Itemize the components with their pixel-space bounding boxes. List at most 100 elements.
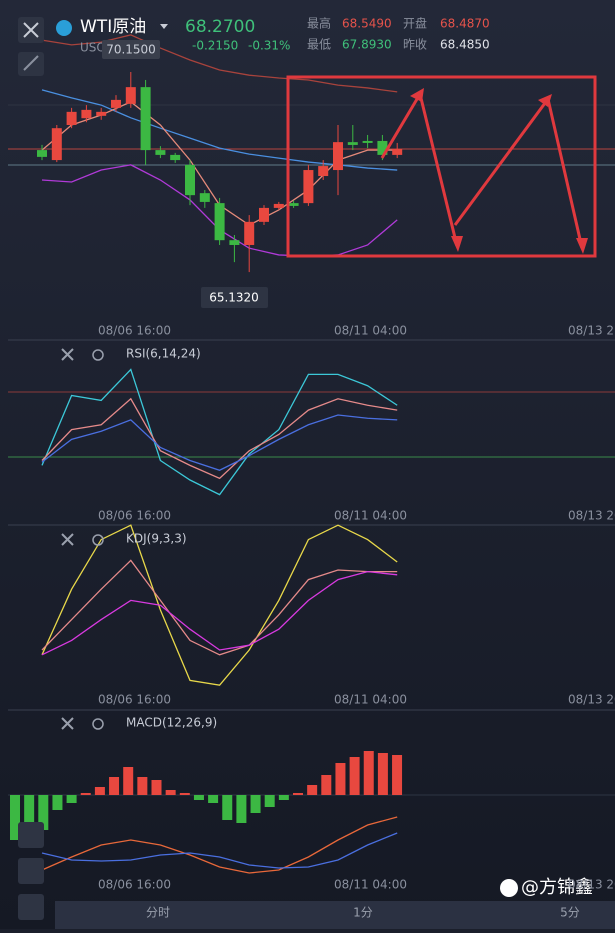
tab[interactable]: 分时 <box>146 906 170 920</box>
watermark: @方锦鑫 <box>521 877 593 898</box>
stat-value: 68.5490 <box>342 17 392 31</box>
indicator-line <box>41 559 398 656</box>
stat-label: 最低 <box>307 38 331 52</box>
stat-value: 68.4870 <box>440 17 490 31</box>
macd-bar <box>179 793 190 795</box>
candle-body <box>259 207 269 222</box>
macd-bar <box>66 795 77 803</box>
macd-bar <box>94 787 105 795</box>
candle-body <box>392 148 403 155</box>
tool-button[interactable] <box>18 858 44 884</box>
time-label: 08/11 04:00 <box>334 324 407 338</box>
macd-bar <box>137 777 148 795</box>
candle-body <box>229 240 240 245</box>
time-label: 08/13 20 <box>568 693 615 707</box>
macd-bar <box>236 795 247 823</box>
macd-bar <box>349 757 360 795</box>
candle-body <box>51 128 62 161</box>
macd-bar <box>363 751 374 795</box>
indicator-line <box>41 414 398 471</box>
time-label: 08/11 04:00 <box>334 878 407 892</box>
indicator-line <box>41 570 398 656</box>
macd-bar <box>222 795 233 820</box>
settings-icons[interactable] <box>92 349 104 730</box>
stat-label: 开盘 <box>403 16 427 31</box>
candle-body <box>125 87 136 104</box>
tab[interactable]: 1分 <box>353 906 373 920</box>
stat-value: 67.8930 <box>342 38 392 52</box>
candle-body <box>377 140 388 155</box>
candle-body <box>170 154 181 161</box>
macd-bar <box>80 793 91 795</box>
tool-button[interactable] <box>18 894 44 920</box>
tool-button[interactable] <box>18 822 44 848</box>
tool-icon <box>23 55 39 71</box>
indicator-line <box>41 816 398 874</box>
price: 68.2700 <box>185 17 255 37</box>
panel-icons[interactable] <box>61 348 74 730</box>
low-label-box <box>201 287 268 308</box>
time-label: 08/06 16:00 <box>98 324 171 338</box>
candle-body <box>81 109 92 119</box>
time-label: 08/06 16:00 <box>98 878 171 892</box>
dropdown-icon[interactable] <box>160 24 168 29</box>
tab-bar <box>55 901 615 929</box>
macd-bar <box>52 795 63 810</box>
change-pct: -0.31% <box>248 39 290 53</box>
macd-bar <box>123 767 134 795</box>
macd-bar <box>377 753 388 795</box>
candle-body <box>199 193 210 202</box>
stat-value: 68.4850 <box>440 38 490 52</box>
macd-bar <box>165 790 176 795</box>
macd-bar <box>392 755 403 795</box>
time-label: 08/06 16:00 <box>98 509 171 523</box>
time-label: 08/11 04:00 <box>334 509 407 523</box>
time-label: 08/13 20 <box>568 509 615 523</box>
candle-body <box>273 203 284 208</box>
plot-layer <box>10 34 403 874</box>
candle-body <box>111 99 121 108</box>
macd-bar <box>278 795 289 800</box>
candle-body <box>333 142 343 171</box>
candle-body <box>66 111 77 126</box>
candle-body <box>303 170 314 204</box>
change: -0.2150 <box>192 39 238 53</box>
macd-bar <box>109 777 120 795</box>
candle-body <box>347 142 358 145</box>
macd-bar <box>38 795 49 830</box>
time-label: 08/13 2 <box>568 324 614 338</box>
high-label-box <box>102 40 160 59</box>
indicator-line <box>41 832 398 869</box>
indicator-line <box>41 34 398 93</box>
macd-bar <box>307 785 318 795</box>
candle-body <box>37 150 47 157</box>
tab[interactable]: 5分 <box>560 906 580 920</box>
arrow-heads <box>410 88 588 254</box>
macd-bar <box>321 775 332 795</box>
symbol[interactable]: WTI原油 <box>80 17 146 37</box>
candle-body <box>155 150 166 155</box>
code: USO <box>80 41 106 55</box>
macd-bar <box>208 795 219 803</box>
high-label: 70.1500 <box>106 43 156 57</box>
candle-body <box>288 203 299 206</box>
macd-bar <box>293 793 303 795</box>
time-label: 08/13 20 <box>568 878 615 892</box>
candle-body <box>185 164 195 196</box>
stat-label: 最高 <box>307 16 331 31</box>
macd-bar <box>193 795 204 800</box>
indicator-line <box>41 368 398 496</box>
indicator-line <box>41 524 398 686</box>
stat-label: 昨收 <box>403 38 427 52</box>
macd-bar <box>264 795 275 807</box>
annotation-box <box>286 75 597 258</box>
candle-body <box>362 140 373 143</box>
kdj-title: KDJ(9,3,3) <box>126 532 187 546</box>
candle-body <box>214 203 225 241</box>
rsi-title: RSI(6,14,24) <box>126 347 201 361</box>
macd-title: MACD(12,26,9) <box>126 716 217 730</box>
time-label: 08/06 16:00 <box>98 693 171 707</box>
